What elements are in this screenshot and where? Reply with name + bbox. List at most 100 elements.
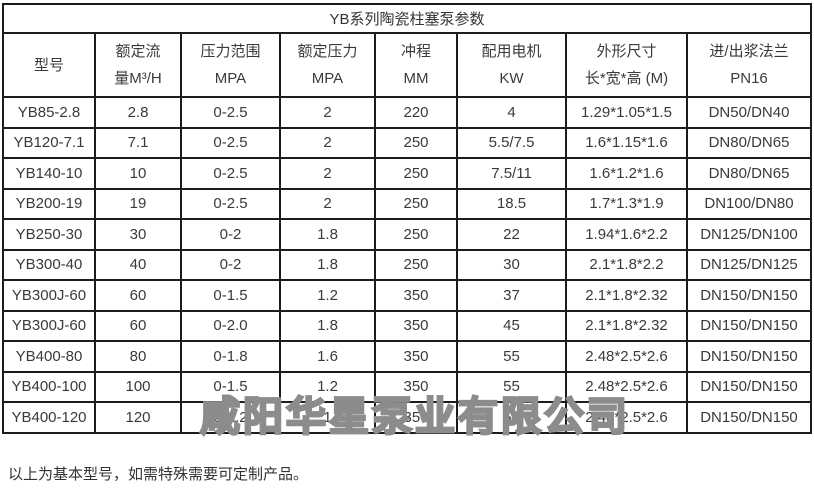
table-cell: 45 [456,309,567,342]
table-cell: 1.8 [279,248,376,281]
table-cell: 55 [456,401,567,434]
column-header: 外形尺寸 长*宽*高 (M) [565,32,688,98]
table-cell: 1.7*1.3*1.9 [565,187,688,220]
footer-note: 以上为基本型号，如需特殊需要可定制产品。 [8,466,309,483]
table-cell: 30 [94,218,182,251]
column-header-line1: 额定流 [115,43,161,60]
table-cell: 0-2.5 [180,157,281,190]
table-cell: 1.2 [279,279,376,312]
table-cell: DN125/DN100 [685,218,813,251]
column-header-line2: MPA [214,70,247,87]
pump-spec-table: YB系列陶瓷柱塞泵参数 型号 额定流 量M³/H 压力范围 MPA 额定压力 MPA 冲程 MM… [1,3,813,434]
table-row: YB250-30 30 0-2 1.8 250 22 1.94*1.6*2.2 DN125/D… [2,218,813,251]
table-row: YB300J-60 60 0-2.0 1.8 350 45 2.1*1.8*2.32 DN15… [2,309,813,342]
table-cell: YB400-80 [2,340,96,373]
table-cell: YB300J-60 [2,279,96,312]
table-row: YB400-80 80 0-1.8 1.6 350 55 2.48*2.5*2.6 DN150… [2,340,813,373]
table-cell: DN150/DN150 [685,279,813,312]
table-cell: 1.2 [279,370,376,403]
table-cell: 0-2.5 [180,96,281,129]
table-cell: 1.94*1.6*2.2 [565,218,688,251]
column-header-line1: 配用电机 [481,43,542,60]
table-cell: 2.48*2.5*2.6 [565,401,688,434]
table-cell: 1.6 [279,340,376,373]
table-cell: 10 [94,157,182,190]
table-cell: YB200-19 [2,187,96,220]
table-cell: 5.5/7.5 [456,126,567,159]
table-row: YB200-19 19 0-2.5 2 250 18.5 1.7*1.3*1.9 DN100/… [2,187,813,220]
column-header: 进/出浆法兰 PN16 [685,32,813,98]
column-header-line2: 量M³/H [114,70,162,87]
table-cell: 1.6*1.15*1.6 [565,126,688,159]
table-cell: 100 [94,370,182,403]
table-cell: 0-2.5 [180,187,281,220]
table-cell: 80 [94,340,182,373]
table-cell: 19 [94,187,182,220]
table-cell: YB400-100 [2,370,96,403]
table-cell: 22 [456,218,567,251]
header-row: 型号 额定流 量M³/H 压力范围 MPA 额定压力 MPA 冲程 MM 配用电机 KW 外形尺寸 长*… [2,32,813,98]
table-cell: YB250-30 [2,218,96,251]
table-cell: 55 [456,370,567,403]
table-cell: 0-1.5 [180,370,281,403]
table-cell: 40 [94,248,182,281]
table-cell: 350 [374,309,458,342]
column-header: 压力范围 MPA [180,32,281,98]
table-cell: 350 [374,401,458,434]
column-header: 额定压力 MPA [279,32,376,98]
column-header-line2: MPA [311,70,344,87]
table-cell: 2 [279,157,376,190]
table-cell: YB300J-60 [2,309,96,342]
table-cell: 2 [279,187,376,220]
table-cell: 2.48*2.5*2.6 [565,340,688,373]
table-cell: 2.8 [94,96,182,129]
table-cell: 2.1*1.8*2.32 [565,279,688,312]
table-cell: DN80/DN65 [685,157,813,190]
table-cell: 0-2 [180,218,281,251]
table-cell: 0-2 [180,248,281,281]
table-cell: 60 [94,279,182,312]
column-header-line1: 型号 [33,56,64,74]
table-body: YB85-2.8 2.8 0-2.5 2 220 4 1.29*1.05*1.5 DN50/D… [2,96,813,434]
column-header: 配用电机 KW [456,32,567,98]
table-cell: 0-1.2 [180,401,281,434]
table-cell: 1.8 [279,309,376,342]
table-cell: YB85-2.8 [2,96,96,129]
table-cell: 250 [374,248,458,281]
table-cell: 60 [94,309,182,342]
table-row: YB400-100 100 0-1.5 1.2 350 55 2.48*2.5*2.6 DN1… [2,370,813,403]
table-row: YB400-120 120 0-1.2 1 350 55 2.48*2.5*2.6 DN150… [2,401,813,434]
table-cell: 4 [456,96,567,129]
column-header: 型号 [2,32,96,98]
table-cell: 18.5 [456,187,567,220]
table-cell: 2.1*1.8*2.32 [565,309,688,342]
table-cell: DN150/DN150 [685,340,813,373]
table-cell: 250 [374,157,458,190]
table-cell: 1.6*1.2*1.6 [565,157,688,190]
table-cell: YB140-10 [2,157,96,190]
table-cell: 2.1*1.8*2.2 [565,248,688,281]
table-cell: YB300-40 [2,248,96,281]
table-title-row: YB系列陶瓷柱塞泵参数 [1,3,813,34]
column-header-line1: 压力范围 [200,43,261,60]
table-cell: YB400-120 [2,401,96,434]
table-cell: DN150/DN150 [685,401,813,434]
table-cell: 7.5/11 [456,157,567,190]
column-header-line2: PN16 [730,70,768,87]
column-header: 额定流量M³/H [94,32,182,98]
column-header: 冲程 MM [374,32,458,98]
column-header-line2: KW [499,70,524,87]
table-cell: 350 [374,340,458,373]
table-cell: 0-2.0 [180,309,281,342]
table-cell: 0-1.5 [180,279,281,312]
table-row: YB120-7.1 7.1 0-2.5 2 250 5.5/7.5 1.6*1.15*1.6… [2,126,813,159]
table-cell: DN80/DN65 [685,126,813,159]
table-row: YB140-10 10 0-2.5 2 250 7.5/11 1.6*1.2*1.6 DN80… [2,157,813,190]
table-cell: 1.8 [279,218,376,251]
column-header-line1: 外形尺寸 [596,43,657,60]
table-cell: 350 [374,370,458,403]
table-cell: 1.29*1.05*1.5 [565,96,688,129]
table-cell: 1 [279,401,376,434]
table-cell: 37 [456,279,567,312]
column-header-line2: MM [403,70,429,87]
